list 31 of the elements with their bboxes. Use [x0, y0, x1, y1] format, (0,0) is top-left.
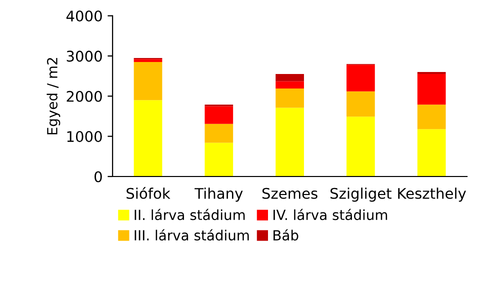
bar: [346, 91, 375, 117]
y-tick-label: 1000: [67, 131, 102, 142]
x-tick-label: Siófok: [126, 187, 170, 199]
bar: [417, 104, 446, 130]
bar: [417, 129, 446, 177]
bar: [204, 142, 234, 177]
x-tick-label: Tihany: [194, 188, 243, 202]
legend-label: II. lárva stádium: [134, 208, 245, 220]
legend-label: III. lárva stádium: [134, 229, 249, 241]
x-tick-label: Szemes: [262, 188, 318, 199]
bar: [276, 88, 304, 108]
y-tick-label: 0: [94, 171, 102, 182]
bar: [417, 74, 446, 105]
y-tick-label: 2000: [66, 90, 102, 102]
bar: [204, 124, 234, 143]
bar: [204, 106, 234, 124]
bar: [276, 81, 304, 89]
bar: [134, 62, 162, 100]
legend-label: Báb: [274, 229, 298, 241]
x-tick-label: Szigliget: [330, 188, 392, 202]
bar: [346, 116, 375, 177]
y-tick-label: 3000: [66, 50, 102, 62]
y-tick-label: 4000: [66, 10, 102, 22]
y-axis-title: Egyed / m2: [46, 58, 60, 134]
bar: [134, 59, 162, 62]
bar: [276, 108, 304, 177]
legend-label: IV. lárva stádium: [274, 208, 388, 220]
bar: [276, 74, 304, 82]
bar: [134, 100, 162, 177]
x-tick-label: Keszthely: [398, 188, 466, 202]
bar: [346, 64, 375, 92]
